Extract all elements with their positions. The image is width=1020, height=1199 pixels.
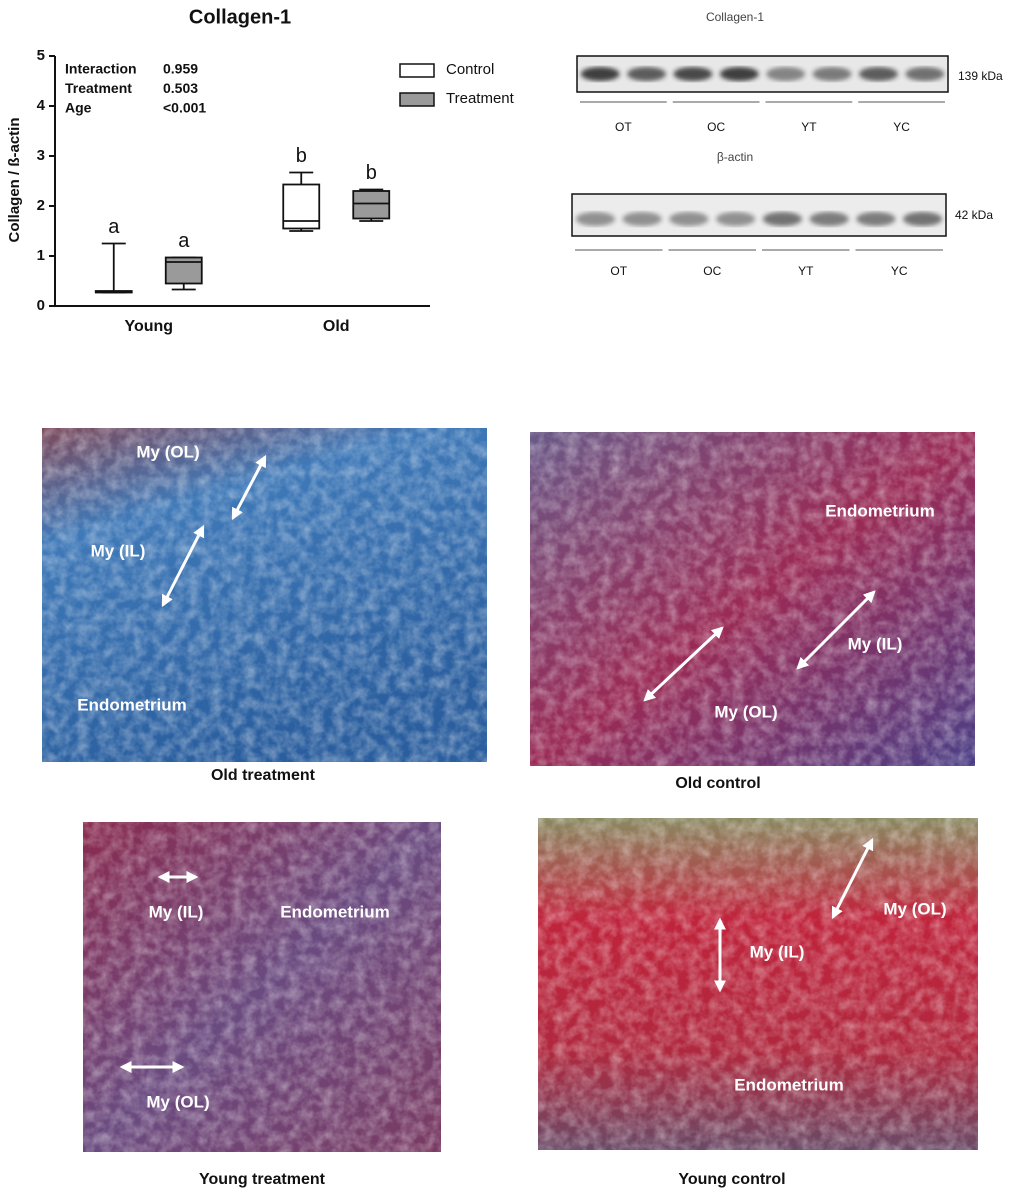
blot-size: 139 kDa — [958, 69, 1003, 83]
panel: My (OL) My (IL) Endometrium Old treatmen… — [42, 428, 487, 784]
lane-label: OC — [707, 120, 725, 134]
band — [622, 212, 662, 226]
texture — [538, 818, 978, 1150]
panel-label: Endometrium — [734, 1075, 844, 1094]
band — [766, 67, 806, 81]
y-tick-label: 0 — [37, 297, 45, 314]
arrow — [643, 626, 724, 702]
band — [762, 212, 803, 226]
band — [856, 212, 896, 226]
stat-label: Age — [65, 100, 92, 116]
panel: My (OL) My (IL) Endometrium Young contro… — [538, 818, 978, 1188]
panel-label: My (IL) — [91, 541, 146, 560]
panel-label: Endometrium — [825, 501, 935, 520]
arrow — [231, 454, 267, 521]
group-label: b — [296, 145, 307, 167]
band — [809, 212, 849, 226]
legend-swatch — [399, 63, 435, 78]
lane-label: YT — [801, 120, 817, 134]
lane-label: OT — [610, 264, 627, 278]
band — [673, 67, 713, 81]
panel-label: My (OL) — [146, 1092, 209, 1111]
panel-caption: Young treatment — [199, 1171, 326, 1188]
chart-title: Collagen-1 — [189, 6, 291, 28]
lane-label: YC — [891, 264, 908, 278]
band — [669, 212, 709, 226]
y-axis-label: Collagen / ß-actin — [6, 117, 23, 242]
y-tick-label: 5 — [37, 47, 45, 64]
panel-label: Endometrium — [77, 695, 187, 714]
group-label: a — [108, 216, 120, 238]
stat-label: Treatment — [65, 80, 132, 96]
texture — [530, 432, 975, 766]
group-label: a — [178, 230, 190, 252]
blot-title: β-actin — [717, 150, 753, 164]
panel-label: Endometrium — [280, 902, 390, 921]
x-tick-label: Old — [323, 318, 350, 335]
y-tick-label: 2 — [37, 197, 45, 214]
band — [715, 212, 756, 226]
panel-label: My (IL) — [149, 902, 204, 921]
arrow — [161, 524, 205, 608]
panel-label: My (IL) — [848, 634, 903, 653]
legend-swatch — [399, 92, 435, 107]
band — [812, 67, 852, 81]
lane-label: YC — [893, 120, 910, 134]
stat-label: Interaction — [65, 61, 137, 77]
lane-label: OT — [615, 120, 632, 134]
band — [719, 67, 759, 81]
panel-caption: Old treatment — [211, 767, 316, 784]
box — [352, 190, 391, 220]
band — [905, 67, 945, 81]
stat-value: 0.503 — [163, 80, 198, 96]
lane-label: YT — [798, 264, 814, 278]
texture — [83, 822, 441, 1152]
stat-value: 0.959 — [163, 61, 198, 77]
legend-label: Treatment — [446, 90, 515, 107]
y-tick-label: 3 — [37, 147, 45, 164]
band — [858, 67, 898, 81]
stat-value: <0.001 — [163, 100, 206, 116]
arrow — [831, 837, 874, 920]
x-tick-label: Young — [124, 318, 173, 335]
western-blots: Collagen-1 139 kDa β-actin 42 kDa OT OC YT… — [571, 10, 1003, 278]
panel-label: My (OL) — [714, 702, 777, 721]
panel-label: My (OL) — [883, 899, 946, 918]
legend-label: Control — [446, 61, 494, 78]
box-chart: Collagen-1 Collagen / ß-actin 0 1 2 3 4 5 Youn… — [6, 6, 515, 335]
group-label: b — [366, 162, 377, 184]
y-tick-label: 4 — [37, 97, 46, 114]
panel-label: My (IL) — [750, 942, 805, 961]
panel-caption: Old control — [675, 775, 760, 792]
blot-size: 42 kDa — [955, 208, 993, 222]
panel-caption: Young control — [678, 1171, 785, 1188]
band — [575, 212, 616, 226]
panel: Endometrium My (IL) My (OL) Old control — [530, 432, 975, 792]
arrow — [796, 590, 876, 670]
histology: My (OL) My (IL) Endometrium Old treatmen… — [42, 428, 978, 1188]
band — [902, 212, 943, 226]
band — [580, 67, 620, 81]
band — [627, 67, 667, 81]
lane-label: OC — [703, 264, 721, 278]
panel: My (IL) Endometrium My (OL) Young treatm… — [83, 822, 441, 1188]
blot-title: Collagen-1 — [706, 10, 764, 24]
y-tick-label: 1 — [37, 247, 45, 264]
panel-label: My (OL) — [136, 442, 199, 461]
